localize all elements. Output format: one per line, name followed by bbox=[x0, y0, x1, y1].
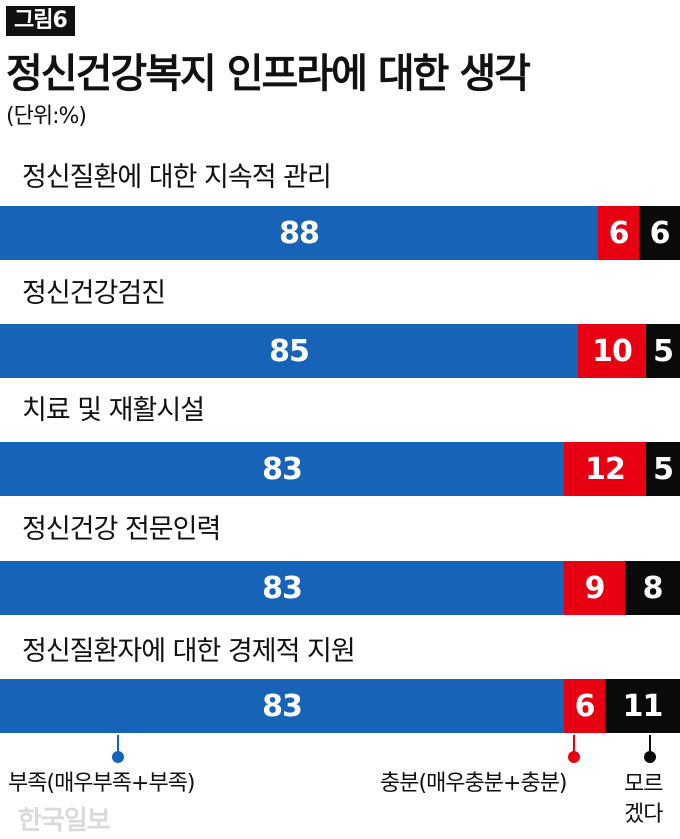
bar-segment-black: 6 bbox=[639, 206, 680, 260]
bar-row: 83 6 11 bbox=[0, 679, 680, 733]
data-label: 10 bbox=[592, 333, 633, 369]
category-label: 정신건강 전문인력 bbox=[22, 514, 221, 545]
unit-label: (단위:%) bbox=[6, 104, 87, 129]
bar-segment-black: 5 bbox=[646, 324, 680, 378]
bar-segment-red: 12 bbox=[564, 442, 646, 496]
legend-label: 모르 겠다 bbox=[624, 772, 663, 827]
bar-segment-red: 6 bbox=[564, 679, 605, 733]
legend-label: 충분(매우충분+충분) bbox=[380, 771, 568, 796]
bar-segment-blue: 85 bbox=[0, 324, 578, 378]
bar-segment-blue: 83 bbox=[0, 561, 564, 615]
data-label: 11 bbox=[622, 688, 664, 724]
watermark-logo: 한국일보 bbox=[18, 806, 111, 836]
legend-marker bbox=[644, 751, 656, 763]
data-label: 83 bbox=[262, 570, 303, 606]
bar-segment-red: 10 bbox=[578, 324, 646, 378]
bar-segment-black: 8 bbox=[625, 561, 680, 615]
data-label: 9 bbox=[584, 570, 606, 606]
bar-row: 88 6 6 bbox=[0, 206, 680, 260]
data-label: 8 bbox=[642, 570, 664, 606]
legend-connector bbox=[649, 735, 651, 757]
bar-segment-blue: 83 bbox=[0, 679, 564, 733]
bar-row: 83 9 8 bbox=[0, 561, 680, 615]
bar-row: 83 12 5 bbox=[0, 442, 680, 496]
legend-connector bbox=[573, 735, 575, 757]
chart-title: 정신건강복지 인프라에 대한 생각 bbox=[6, 51, 531, 97]
figure-tag: 그림6 bbox=[6, 6, 75, 36]
category-label: 정신건강검진 bbox=[22, 278, 166, 309]
legend-marker bbox=[568, 751, 580, 763]
data-label: 6 bbox=[649, 215, 671, 251]
bar-segment-blue: 88 bbox=[0, 206, 598, 260]
bar-segment-black: 5 bbox=[646, 442, 680, 496]
data-label: 83 bbox=[262, 451, 303, 487]
legend-marker bbox=[112, 751, 124, 763]
bar-segment-red: 9 bbox=[564, 561, 625, 615]
legend-connector bbox=[117, 735, 119, 757]
data-label: 6 bbox=[608, 215, 630, 251]
bar-segment-red: 6 bbox=[598, 206, 639, 260]
data-label: 5 bbox=[653, 333, 674, 369]
bar-segment-blue: 83 bbox=[0, 442, 564, 496]
data-label: 12 bbox=[585, 451, 626, 487]
data-label: 83 bbox=[262, 688, 303, 724]
bar-segment-black: 11 bbox=[605, 679, 680, 733]
data-label: 88 bbox=[279, 215, 320, 251]
data-label: 6 bbox=[574, 688, 596, 724]
bar-row: 85 10 5 bbox=[0, 324, 680, 378]
legend-label: 부족(매우부족+부족) bbox=[8, 771, 196, 796]
category-label: 정신질환에 대한 지속적 관리 bbox=[22, 162, 332, 193]
data-label: 85 bbox=[269, 333, 310, 369]
category-label: 정신질환자에 대한 경제적 지원 bbox=[22, 636, 356, 667]
category-label: 치료 및 재활시설 bbox=[22, 395, 205, 426]
data-label: 5 bbox=[653, 451, 674, 487]
